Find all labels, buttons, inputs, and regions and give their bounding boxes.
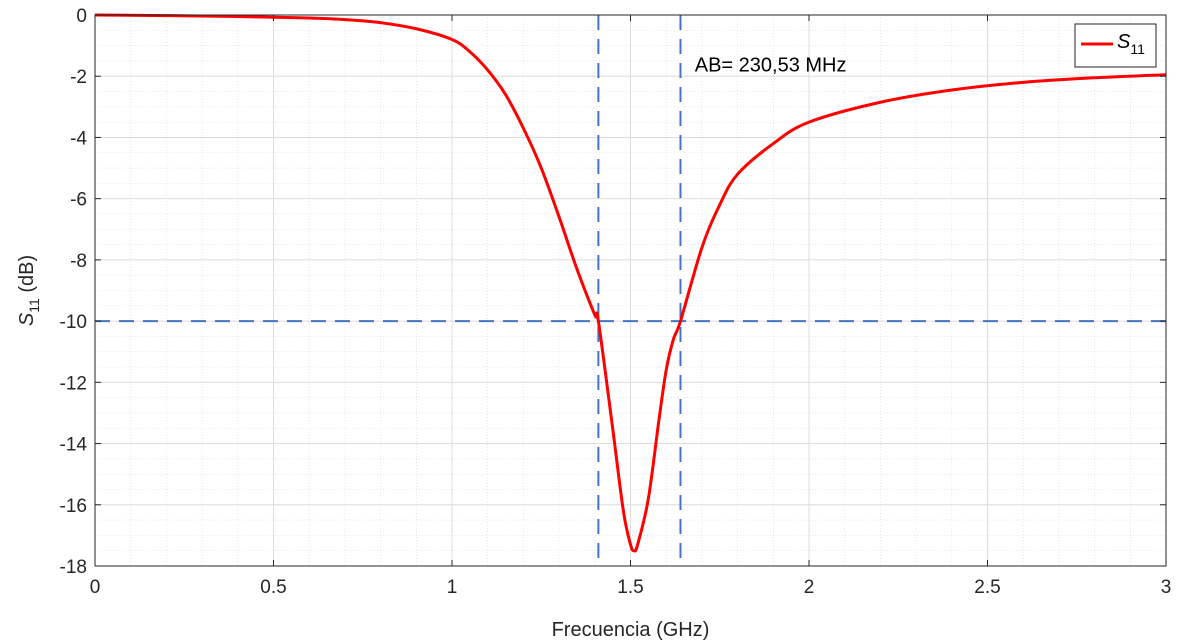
bandwidth-annotation: AB= 230,53 MHz <box>695 55 847 77</box>
y-axis-label-main: S <box>16 312 38 326</box>
y-tick-label: 0 <box>76 6 87 27</box>
y-axis-label: S11 (dB) <box>16 255 42 326</box>
y-axis-label-unit: (dB) <box>16 255 38 298</box>
series-layer <box>94 13 1167 553</box>
x-tick-label: 1 <box>447 577 458 598</box>
y-tick-label: -12 <box>60 373 87 394</box>
legend-entry-s11: S11 <box>1117 31 1145 57</box>
axis-ticks <box>94 14 1167 567</box>
x-tick-label: 2.5 <box>974 577 1000 598</box>
x-tick-label: 0 <box>90 577 101 598</box>
y-tick-label: -18 <box>60 557 87 578</box>
legend: S11 <box>1074 23 1157 68</box>
x-tick-labels: 0 0.5 1 1.5 2 2.5 3 <box>90 577 1172 598</box>
y-tick-label: -16 <box>60 496 87 517</box>
y-tick-label: -6 <box>70 190 87 211</box>
minor-grid <box>95 15 1166 566</box>
y-axis-label-sub: 11 <box>26 298 42 313</box>
x-tick-label: 3 <box>1161 577 1172 598</box>
reference-lines <box>95 15 1166 566</box>
y-tick-labels: 0 -2 -4 -6 -8 -10 -12 -14 -16 -18 <box>60 6 88 578</box>
major-grid <box>94 14 1167 567</box>
y-tick-label: -14 <box>60 435 88 456</box>
y-tick-label: -4 <box>70 128 87 149</box>
x-tick-label: 1.5 <box>617 577 643 598</box>
legend-entry-main: S <box>1117 31 1131 53</box>
y-tick-label: -2 <box>70 67 87 88</box>
x-tick-label: 2 <box>804 577 815 598</box>
legend-entry-sub: 11 <box>1130 41 1145 57</box>
x-tick-label: 0.5 <box>260 577 286 598</box>
y-tick-label: -8 <box>70 251 87 272</box>
x-axis-label: Frecuencia (GHz) <box>552 619 710 641</box>
series-line-s11 <box>94 13 1167 553</box>
y-tick-label: -10 <box>60 312 87 333</box>
